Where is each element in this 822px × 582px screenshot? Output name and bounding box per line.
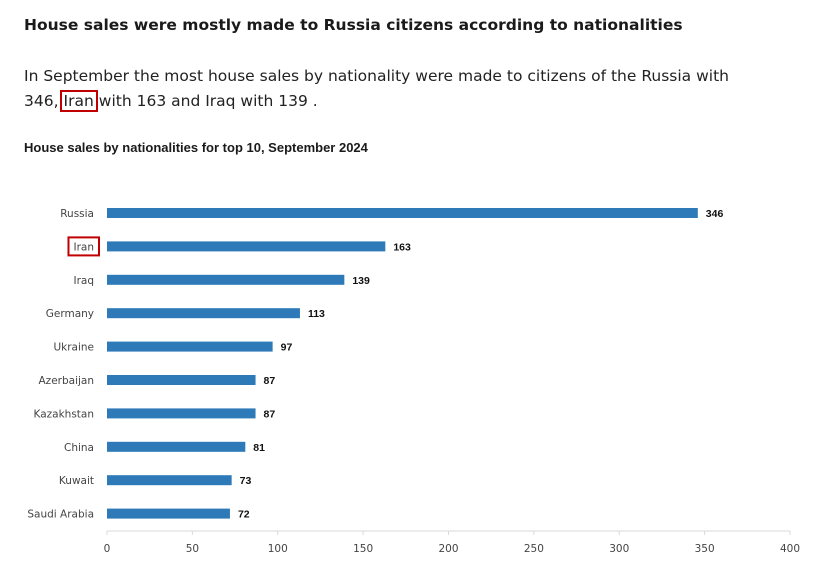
summary-text-part1: In September the most house sales by nat… [24,67,729,110]
data-label: 113 [308,308,325,320]
data-label: 87 [264,408,276,420]
chart-title: House sales by nationalities for top 10,… [24,140,368,155]
data-label: 87 [264,375,276,387]
category-label: Iran [73,241,94,253]
data-label: 73 [240,475,252,487]
summary-text-part2: with 163 and Iraq with 139 . [98,92,318,110]
highlight-box [67,236,100,257]
data-label: 72 [238,509,250,521]
category-label: Iraq [73,275,94,287]
category-label: Ukraine [53,342,94,354]
bar [107,308,300,319]
bar [107,375,256,385]
bar [107,508,230,519]
category-label: Germany [46,308,94,320]
bar [107,208,698,218]
category-label: China [64,442,94,454]
category-label: Saudi Arabia [27,509,94,521]
bar [107,274,345,285]
x-tick-label: 0 [104,543,111,555]
data-label: 139 [352,275,370,287]
summary-highlight-iran: Iran [59,90,98,112]
summary-paragraph: In September the most house sales by nat… [24,64,808,114]
x-tick-label: 100 [268,543,288,555]
bar [107,341,273,352]
category-label: Kazakhstan [34,408,95,420]
bar [107,475,232,486]
data-label: 97 [281,342,293,354]
page-headline: House sales were mostly made to Russia c… [24,16,683,34]
bar [107,441,246,452]
x-tick-label: 300 [609,543,629,555]
data-label: 346 [706,208,724,220]
x-tick-label: 400 [780,543,800,555]
x-tick-label: 50 [186,543,199,555]
category-label: Azerbaijan [39,375,95,387]
data-label: 163 [393,241,411,253]
bar [107,408,256,419]
category-label: Russia [60,208,94,220]
category-label: Kuwait [59,475,94,487]
x-tick-label: 250 [524,543,544,555]
x-tick-label: 200 [438,543,458,555]
x-tick-label: 350 [695,543,715,555]
x-tick-label: 150 [353,543,373,555]
data-label: 81 [253,442,265,454]
bar [107,241,386,252]
